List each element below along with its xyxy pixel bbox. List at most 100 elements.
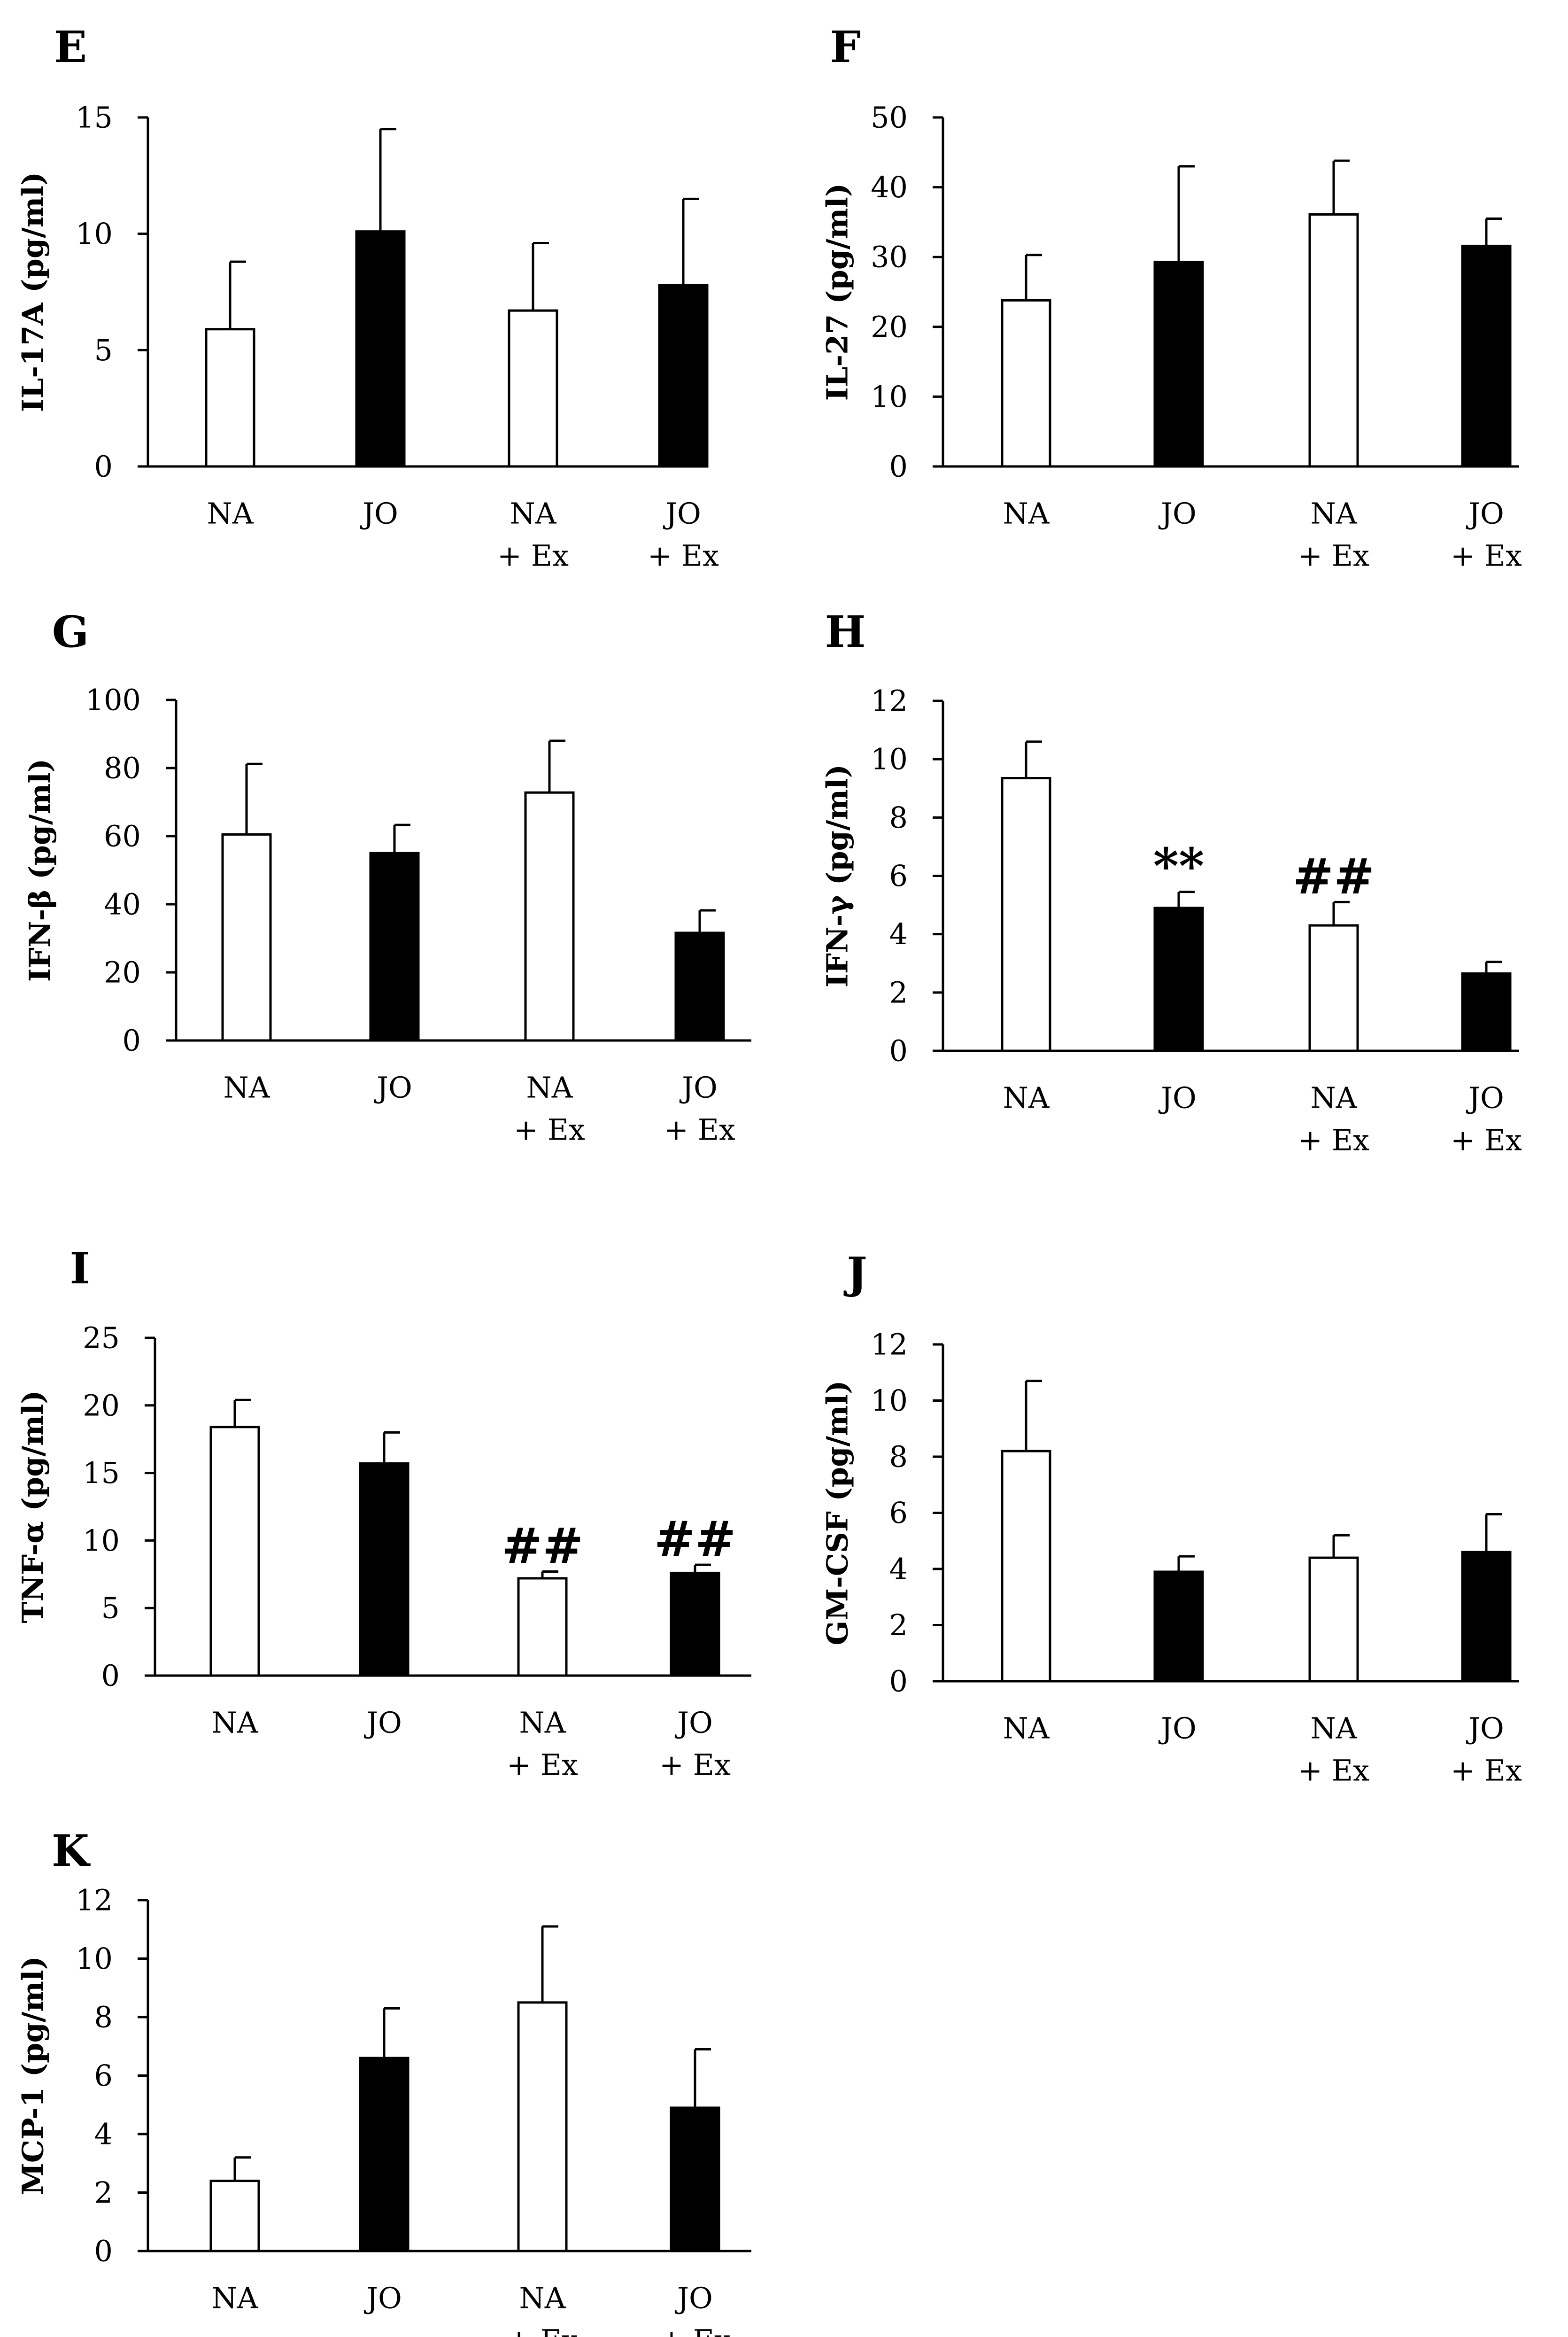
panel-k-bar-na bbox=[209, 2180, 260, 2252]
panel-f-y-tick-label: 10 bbox=[871, 380, 908, 414]
panel-h-y-tick-label: 6 bbox=[889, 859, 908, 893]
panel-j-y-tick-label: 4 bbox=[889, 1552, 908, 1586]
panel-g-category-label-na-ex: + Ex bbox=[514, 1113, 585, 1147]
panel-f-letter: F bbox=[830, 22, 860, 72]
panel-f-bar-jo bbox=[1153, 261, 1204, 468]
panel-i-y-tick-label: 0 bbox=[101, 1659, 120, 1693]
panel-k-bar-jo-ex bbox=[670, 2106, 720, 2252]
panel-j: J GM-CSF (pg/ml) 0 2 4 6 8 10 12 NA JO NA + Ex JO + Ex bbox=[820, 1248, 1522, 1788]
panel-e-category-label-jo: JO bbox=[360, 497, 398, 531]
panel-j-category-label-na: NA bbox=[1003, 1711, 1050, 1746]
panel-k-category-label-na-ex: + Ex bbox=[507, 2323, 578, 2337]
panel-g-category-label-jo-ex: + Ex bbox=[664, 1113, 735, 1147]
panel-i-letter: I bbox=[70, 1243, 90, 1294]
panel-g-y-tick-label: 60 bbox=[104, 819, 141, 854]
panel-i-category-label-na: NA bbox=[211, 1706, 258, 1740]
panel-e-category-label-jo-ex: JO bbox=[663, 497, 701, 531]
panel-g-bar-na-ex bbox=[524, 791, 575, 1042]
panel-k-bar-jo bbox=[359, 2057, 409, 2252]
panel-e-y-tick-label: 0 bbox=[94, 450, 113, 484]
panel-h-category-label-jo: JO bbox=[1158, 1081, 1197, 1115]
panel-k-category-label-jo-ex: + Ex bbox=[659, 2323, 731, 2337]
panel-g-y-tick-label: 80 bbox=[104, 751, 141, 785]
panel-f-y-tick-label: 30 bbox=[871, 240, 908, 274]
panel-i-y-tick-label: 25 bbox=[83, 1321, 120, 1355]
panel-i-y-tick-label: 5 bbox=[101, 1591, 120, 1625]
panel-g-bar-jo-ex bbox=[674, 932, 725, 1042]
panel-f-bar-jo-ex bbox=[1461, 244, 1512, 468]
panel-k-category-label-na-ex: NA bbox=[519, 2281, 566, 2315]
panel-i-bar-jo-ex bbox=[670, 1571, 720, 1677]
panel-g: G IFN-β (pg/ml) 0 20 40 60 80 100 NA JO NA + Ex JO + … bbox=[23, 606, 751, 1147]
panel-j-y-tick-label: 10 bbox=[871, 1383, 908, 1418]
panel-h-significance-na-ex: ## bbox=[1293, 847, 1375, 905]
panel-g-bar-jo bbox=[369, 852, 420, 1042]
panel-k-category-label-na: NA bbox=[211, 2281, 258, 2315]
panel-k: K MCP-1 (pg/ml) 0 2 4 6 8 10 12 NA JO NA + Ex JO + Ex bbox=[16, 1825, 751, 2337]
panel-f-category-label-jo-ex: JO bbox=[1466, 497, 1504, 531]
panel-k-y-tick-label: 4 bbox=[94, 2117, 113, 2151]
panel-e-bar-na bbox=[205, 328, 255, 468]
panel-k-letter: K bbox=[52, 1825, 91, 1876]
panel-f: F IL-27 (pg/ml) 0 10 20 30 40 50 NA JO NA + Ex JO + E… bbox=[820, 22, 1522, 573]
panel-h-y-tick-label: 10 bbox=[871, 742, 908, 776]
panel-j-y-axis-title: GM-CSF (pg/ml) bbox=[820, 1380, 855, 1645]
panel-h-y-tick-label: 4 bbox=[889, 917, 908, 951]
panel-e-category-label-na-ex: NA bbox=[510, 497, 556, 531]
panel-e-bar-na-ex bbox=[508, 309, 558, 468]
panel-k-category-label-jo: JO bbox=[363, 2281, 402, 2315]
panel-k-y-tick-label: 2 bbox=[94, 2175, 113, 2210]
panel-f-bar-na-ex bbox=[1308, 213, 1359, 468]
panel-i-bar-jo bbox=[359, 1462, 409, 1677]
panel-h-bar-jo-ex bbox=[1461, 972, 1512, 1052]
panel-e-letter: E bbox=[54, 22, 87, 72]
panel-g-y-axis-title: IFN-β (pg/ml) bbox=[23, 759, 57, 982]
panel-h-y-tick-label: 2 bbox=[889, 975, 908, 1009]
panel-f-category-label-na-ex: NA bbox=[1310, 497, 1357, 531]
panel-j-y-tick-label: 6 bbox=[889, 1496, 908, 1530]
panel-g-category-label-jo: JO bbox=[374, 1071, 412, 1105]
panel-e-bar-jo-ex bbox=[658, 284, 709, 468]
panel-g-y-tick-label: 20 bbox=[104, 955, 141, 990]
panel-j-category-label-na-ex: NA bbox=[1310, 1711, 1357, 1746]
panel-i-category-label-jo-ex: + Ex bbox=[659, 1748, 731, 1782]
panel-h: H IFN-γ (pg/ml) ** ## 0 2 4 6 8 10 12 NA JO NA + Ex JO +… bbox=[820, 606, 1522, 1157]
panel-h-y-tick-label: 8 bbox=[889, 800, 908, 835]
panel-j-y-tick-label: 12 bbox=[871, 1328, 908, 1362]
panel-i-significance-jo-ex: ## bbox=[654, 1510, 736, 1568]
panel-k-y-tick-label: 0 bbox=[94, 2234, 113, 2268]
panel-g-category-label-na-ex: NA bbox=[526, 1071, 573, 1105]
panel-f-y-tick-label: 0 bbox=[889, 450, 908, 484]
panel-e-y-tick-label: 10 bbox=[76, 217, 113, 251]
panel-e-y-tick-label: 15 bbox=[76, 101, 113, 135]
panel-h-category-label-na-ex: + Ex bbox=[1298, 1123, 1369, 1157]
panel-j-bar-jo-ex bbox=[1461, 1551, 1512, 1683]
panel-j-bar-na-ex bbox=[1308, 1556, 1359, 1683]
panel-g-y-tick-label: 0 bbox=[123, 1024, 141, 1058]
panel-f-y-tick-label: 20 bbox=[871, 310, 908, 344]
panel-e: E IL-17A (pg/ml) 0 5 10 15 NA JO NA + Ex JO + Ex bbox=[16, 22, 719, 573]
panel-e-bar-jo bbox=[355, 230, 406, 468]
panel-i-y-tick-label: 20 bbox=[83, 1388, 120, 1422]
panel-e-y-tick-label: 5 bbox=[94, 333, 113, 367]
panel-h-bar-na-ex bbox=[1308, 924, 1359, 1052]
panel-k-y-axis-title: MCP-1 (pg/ml) bbox=[16, 1956, 50, 2195]
panel-f-y-tick-label: 50 bbox=[871, 101, 908, 135]
panel-i-y-tick-label: 15 bbox=[83, 1456, 120, 1490]
panel-h-category-label-na: NA bbox=[1003, 1081, 1050, 1115]
panel-i-category-label-jo: JO bbox=[363, 1706, 402, 1740]
panel-h-bar-na bbox=[1001, 777, 1051, 1052]
panel-k-y-tick-label: 8 bbox=[94, 2000, 113, 2034]
panel-j-y-tick-label: 0 bbox=[889, 1664, 908, 1699]
panel-k-y-tick-label: 12 bbox=[76, 1883, 113, 1918]
panel-j-bar-jo bbox=[1153, 1570, 1204, 1683]
panel-h-significance-jo: ** bbox=[1153, 837, 1205, 895]
panel-h-y-tick-label: 0 bbox=[889, 1034, 908, 1068]
panel-j-bar-na bbox=[1001, 1450, 1051, 1683]
panel-h-category-label-jo-ex: JO bbox=[1466, 1081, 1504, 1115]
panel-k-y-tick-label: 6 bbox=[94, 2058, 113, 2093]
panel-e-category-label-na-ex: + Ex bbox=[497, 539, 569, 573]
panel-i-bar-na-ex bbox=[517, 1577, 568, 1677]
panel-i-y-tick-label: 10 bbox=[83, 1523, 120, 1558]
